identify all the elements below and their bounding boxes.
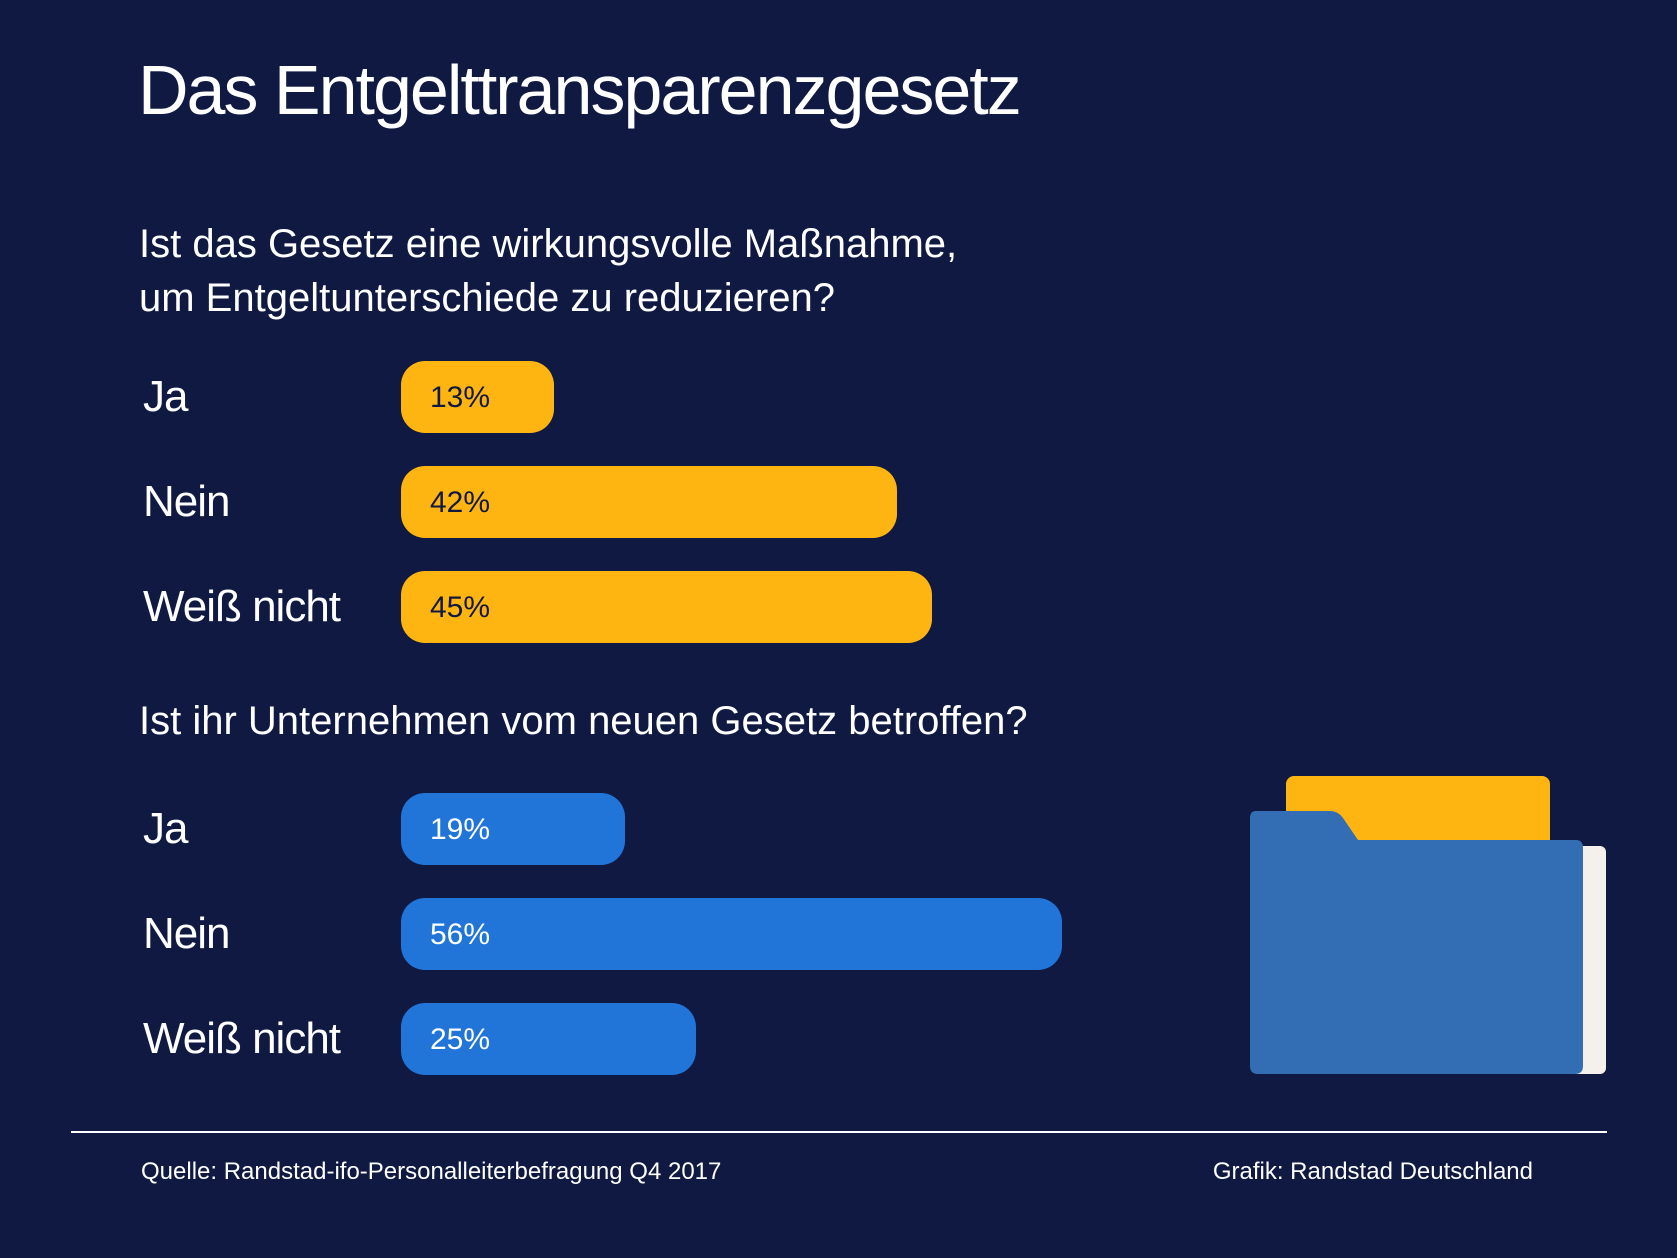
category-label: Weiß nicht bbox=[143, 1014, 341, 1063]
chart-2-row: Ja 19% bbox=[0, 793, 1200, 865]
question-1-title: Ist das Gesetz eine wirkungsvolle Maßnah… bbox=[139, 222, 958, 320]
bar bbox=[401, 793, 625, 865]
chart-1-row: Ja 13% bbox=[0, 361, 1200, 433]
bar bbox=[401, 571, 932, 643]
data-label: 19% bbox=[430, 813, 491, 846]
page-title: Das Entgelttransparenzgesetz bbox=[138, 51, 1022, 129]
chart-1-row: Nein 42% bbox=[0, 466, 1200, 538]
folder-icon bbox=[1250, 776, 1606, 1074]
chart-1-row: Weiß nicht 45% bbox=[0, 571, 1200, 643]
data-label: 56% bbox=[430, 918, 491, 951]
category-label: Weiß nicht bbox=[143, 582, 341, 631]
data-label: 45% bbox=[430, 591, 491, 624]
bar bbox=[401, 361, 554, 433]
bar bbox=[401, 1003, 696, 1075]
chart-2-row: Weiß nicht 25% bbox=[0, 1003, 1200, 1075]
credit-note: Grafik: Randstad Deutschland bbox=[1212, 1158, 1533, 1185]
chart-2-row: Nein 56% bbox=[0, 898, 1200, 970]
source-note: Quelle: Randstad-ifo-Personalleiterbefra… bbox=[141, 1158, 722, 1185]
category-label: Ja bbox=[143, 804, 188, 853]
data-label: 25% bbox=[430, 1023, 491, 1056]
question-2-title: Ist ihr Unternehmen vom neuen Gesetz bet… bbox=[139, 699, 1028, 743]
category-label: Ja bbox=[143, 372, 188, 421]
category-label: Nein bbox=[143, 909, 230, 958]
category-label: Nein bbox=[143, 477, 230, 526]
bar bbox=[401, 898, 1062, 970]
bar bbox=[401, 466, 897, 538]
footer-divider bbox=[71, 1131, 1607, 1133]
data-label: 42% bbox=[430, 486, 491, 519]
data-label: 13% bbox=[430, 381, 491, 414]
